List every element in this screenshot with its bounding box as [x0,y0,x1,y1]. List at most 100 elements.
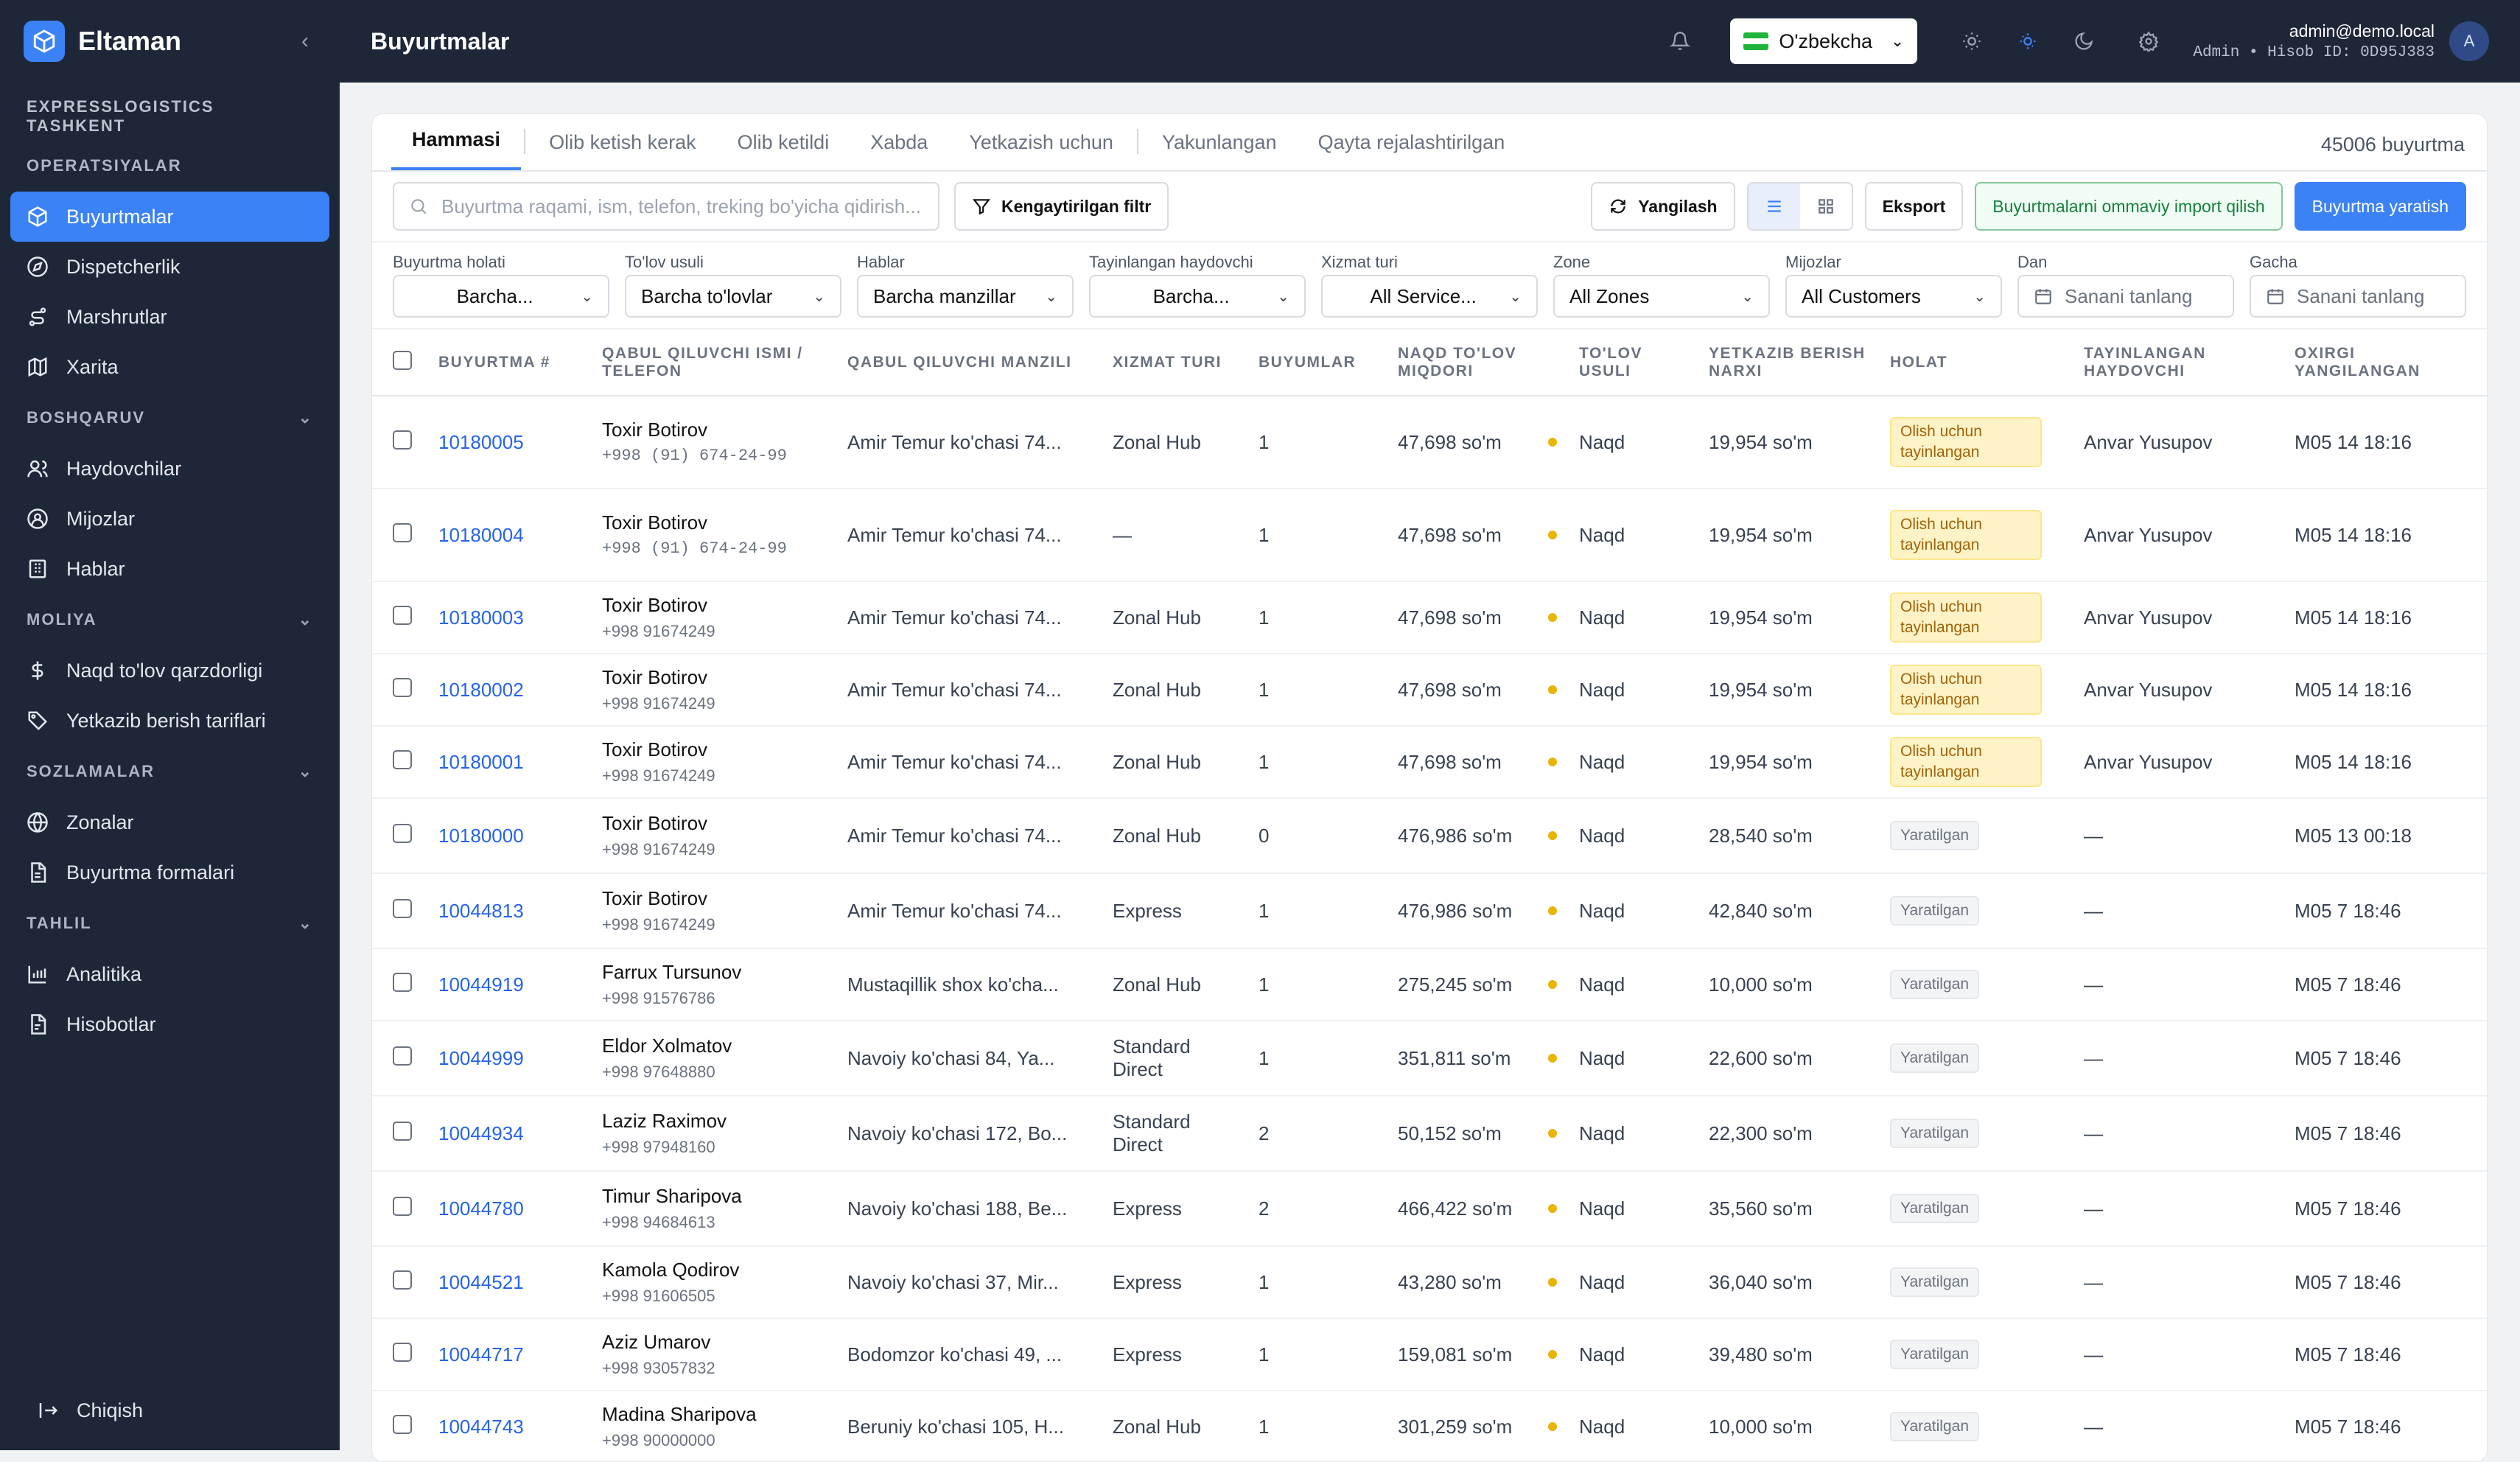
order-number-link[interactable]: 10044934 [438,1122,524,1144]
row-checkbox[interactable] [393,1270,412,1290]
order-status-select[interactable]: Barcha... ⌄ [393,275,609,318]
row-checkbox[interactable] [393,1342,412,1362]
row-checkbox[interactable] [393,898,412,918]
table-row[interactable]: 10180000 Toxir Botirov +998 91674249 Amir T… [372,798,2487,874]
column-header[interactable]: QABUL QILUVCHI ISMI / TELEFON [595,329,840,396]
avatar[interactable]: A [2449,21,2489,61]
payment-method-select[interactable]: Barcha to'lovlar ⌄ [625,275,841,318]
order-number-link[interactable]: 10180002 [438,678,524,701]
table-row[interactable]: 10044813 Toxir Botirov +998 91674249 Amir T… [372,873,2487,949]
section-management[interactable]: BOSHQARUV ⌄ [0,392,340,444]
table-row[interactable]: 10044521 Kamola Qodirov +998 91606505 Navoi… [372,1246,2487,1319]
column-header[interactable]: QABUL QILUVCHI MANZILI [840,329,1105,396]
order-number-link[interactable]: 10044813 [438,899,524,922]
sidebar-item-routes[interactable]: Marshrutlar [10,292,329,342]
list-view-icon[interactable] [1748,183,1800,229]
order-number-link[interactable]: 10044999 [438,1046,524,1069]
hubs-select[interactable]: Barcha manzillar ⌄ [857,275,1074,318]
sidebar-item-customers[interactable]: Mijozlar [10,494,329,544]
sidebar-item-drivers[interactable]: Haydovchilar [10,444,329,494]
table-row[interactable]: 10044934 Laziz Raximov +998 97948160 Navoiy… [372,1096,2487,1172]
search-input[interactable]: Buyurtma raqami, ism, telefon, treking b… [393,182,939,231]
section-settings[interactable]: SOZLAMALAR ⌄ [0,746,340,797]
assigned-driver-select[interactable]: Barcha... ⌄ [1089,275,1306,318]
column-header[interactable]: TAYINLANGAN HAYDOVCHI [2076,329,2287,396]
sidebar-item-zones[interactable]: Zonalar [10,797,329,847]
service-type-select[interactable]: All Service... ⌄ [1321,275,1538,318]
sidebar-item-tariffs[interactable]: Yetkazib berish tariflari [10,696,329,746]
row-checkbox[interactable] [393,430,412,450]
grid-view-icon[interactable] [1800,183,1852,229]
gear-icon[interactable] [2138,31,2159,52]
row-checkbox[interactable] [393,1121,412,1141]
row-checkbox[interactable] [393,972,412,992]
advanced-filter-button[interactable]: Kengaytirilgan filtr [954,182,1169,231]
table-row[interactable]: 10180003 Toxir Botirov +998 91674249 Amir T… [372,581,2487,654]
sidebar-item-analytics[interactable]: Analitika [10,949,329,999]
table-row[interactable]: 10044743 Madina Sharipova +998 90000000 Ber… [372,1391,2487,1461]
tab-all[interactable]: Hammasi [391,114,522,170]
column-header[interactable]: NAQD TO'LOV MIQDORI [1390,329,1572,396]
bell-icon[interactable] [1670,31,1691,52]
zone-select[interactable]: All Zones ⌄ [1553,275,1770,318]
table-row[interactable]: 10044999 Eldor Xolmatov +998 97648880 Navoi… [372,1021,2487,1096]
row-checkbox[interactable] [393,823,412,843]
column-header[interactable]: YETKAZIB BERISH NARXI [1701,329,1883,396]
order-number-link[interactable]: 10180003 [438,606,524,629]
bulk-import-button[interactable]: Buyurtmalarni ommaviy import qilish [1975,182,2283,231]
tab-picked-up[interactable]: Olib ketildi [737,131,830,153]
table-row[interactable]: 10180005 Toxir Botirov +998 (91) 674-24-99… [372,396,2487,489]
order-number-link[interactable]: 10044780 [438,1197,524,1220]
row-checkbox[interactable] [393,749,412,769]
table-row[interactable]: 10180004 Toxir Botirov +998 (91) 674-24-99… [372,489,2487,582]
date-to-picker[interactable]: Sanani tanlang [2250,275,2466,318]
column-header[interactable]: XIZMAT TURI [1105,329,1251,396]
order-number-link[interactable]: 10180001 [438,750,524,773]
sidebar-item-orders[interactable]: Buyurtmalar [10,192,329,242]
create-order-button[interactable]: Buyurtma yaratish [2294,182,2466,231]
tab-for-delivery[interactable]: Yetkazish uchun [969,131,1113,153]
tab-rescheduled[interactable]: Qayta rejalashtirilgan [1317,131,1505,153]
row-checkbox[interactable] [393,605,412,625]
column-header[interactable]: HOLAT [1883,329,2076,396]
row-checkbox[interactable] [393,1046,412,1066]
table-row[interactable]: 10044717 Aziz Umarov +998 93057832 Bodomzor… [372,1318,2487,1391]
tab-to-pickup[interactable]: Olib ketish kerak [549,131,696,153]
sidebar-item-reports[interactable]: Hisobotlar [10,999,329,1049]
section-finance[interactable]: MOLIYA ⌄ [0,594,340,646]
order-number-link[interactable]: 10180005 [438,430,524,453]
auto-theme-icon[interactable] [2017,31,2038,52]
column-header[interactable]: OXIRGI YANGILANGAN [2287,329,2487,396]
logout-button[interactable]: Chiqish [21,1385,319,1435]
table-row[interactable]: 10044919 Farrux Tursunov +998 91576786 Must… [372,948,2487,1021]
row-checkbox[interactable] [393,1414,412,1434]
order-number-link[interactable]: 10044717 [438,1343,524,1365]
sidebar-item-hubs[interactable]: Hablar [10,544,329,594]
moon-icon[interactable] [2073,31,2094,52]
table-row[interactable]: 10180001 Toxir Botirov +998 91674249 Amir T… [372,726,2487,799]
row-checkbox[interactable] [393,1196,412,1216]
column-header[interactable]: BUYURTMA # [431,329,595,396]
row-checkbox[interactable] [393,522,412,542]
table-row[interactable]: 10044780 Timur Sharipova +998 94684613 Navo… [372,1171,2487,1247]
user-menu[interactable]: admin@demo.local Admin • Hisob ID: 0D95J… [2193,21,2489,61]
sidebar-item-order-forms[interactable]: Buyurtma formalari [10,847,329,898]
order-number-link[interactable]: 10180004 [438,523,524,546]
sidebar-item-map[interactable]: Xarita [10,342,329,392]
column-header[interactable]: TO'LOV USULI [1572,329,1701,396]
collapse-sidebar-icon[interactable]: ‹ [301,29,309,53]
sun-icon[interactable] [1961,31,1982,52]
tab-at-hub[interactable]: Xabda [870,131,928,153]
refresh-button[interactable]: Yangilash [1591,182,1735,231]
order-number-link[interactable]: 10044743 [438,1415,524,1438]
order-number-link[interactable]: 10044919 [438,973,524,996]
customers-select[interactable]: All Customers ⌄ [1785,275,2002,318]
sidebar-item-cod-debt[interactable]: Naqd to'lov qarzdorligi [10,646,329,696]
select-all-checkbox[interactable] [393,350,412,370]
tab-completed[interactable]: Yakunlangan [1161,131,1277,153]
column-header[interactable]: BUYUMLAR [1251,329,1390,396]
export-button[interactable]: Eksport [1864,182,1964,231]
section-analytics[interactable]: TAHLIL ⌄ [0,898,340,949]
sidebar-item-dispatch[interactable]: Dispetcherlik [10,242,329,292]
order-number-link[interactable]: 10044521 [438,1270,524,1293]
